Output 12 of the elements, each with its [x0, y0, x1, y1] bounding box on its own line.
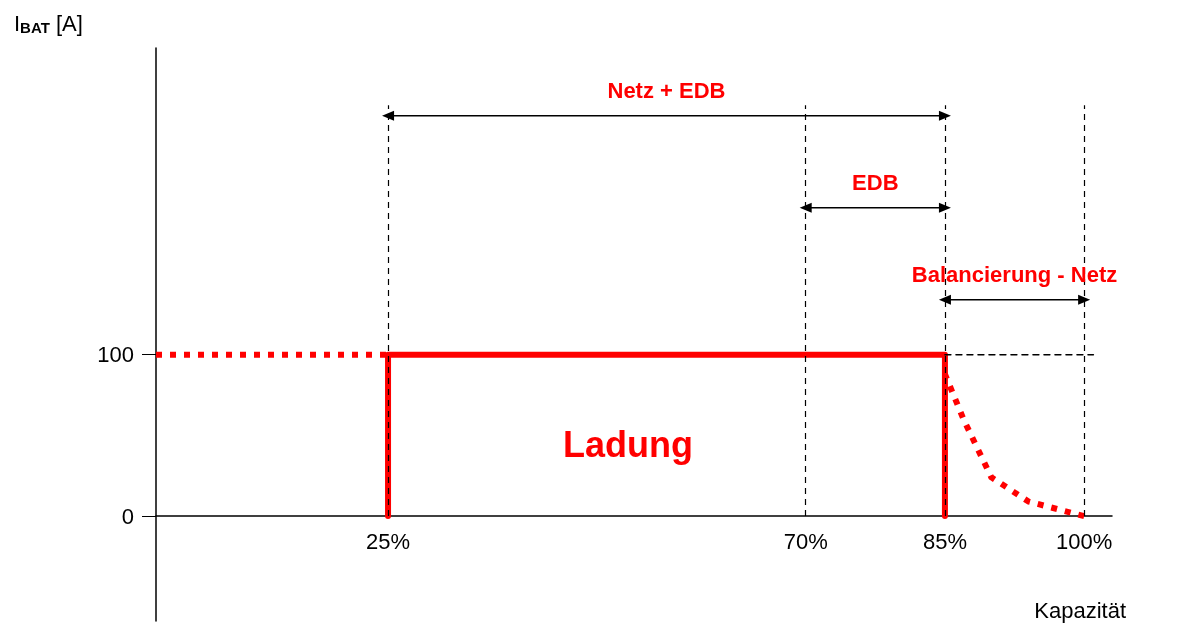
series-label: EDB: [852, 169, 899, 195]
series-label: Balancierung - Netz: [911, 261, 1118, 287]
x-axis-title: Kapazität: [1034, 597, 1127, 623]
series-label: Netz + EDB: [607, 77, 726, 103]
x-tick-label: 25%: [366, 528, 411, 554]
annotation: Ladung: [563, 423, 693, 465]
y-tick-label: 0: [121, 503, 134, 529]
x-tick-label: 85%: [922, 528, 967, 554]
x-tick-label: 100%: [1056, 528, 1113, 554]
x-tick-label: 70%: [783, 528, 828, 554]
y-tick-label: 100: [97, 342, 134, 368]
y-axis-title: IBAT [A]: [14, 10, 83, 36]
